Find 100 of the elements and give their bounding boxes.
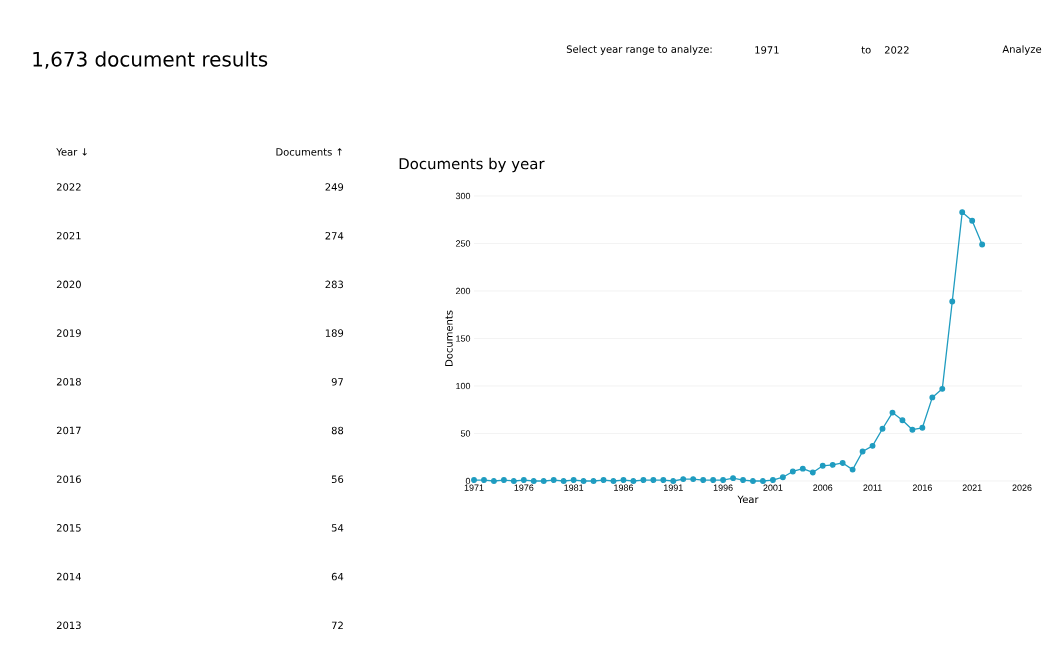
point bbox=[789, 468, 796, 475]
text: 274 bbox=[325, 231, 344, 240]
point bbox=[650, 477, 657, 483]
point bbox=[740, 477, 746, 483]
x-tick-label: 2016 bbox=[912, 484, 932, 491]
point bbox=[580, 478, 587, 484]
text: Year ↓ bbox=[56, 148, 87, 156]
x-tick-label: 1986 bbox=[614, 484, 634, 491]
point bbox=[471, 477, 477, 483]
point bbox=[660, 477, 667, 483]
text: 72 bbox=[331, 621, 343, 629]
x-tick-label: 2006 bbox=[813, 484, 833, 491]
point bbox=[919, 424, 926, 431]
text: 97 bbox=[331, 378, 343, 386]
x-tick-label: 2011 bbox=[863, 484, 882, 491]
y-axis-title: Documents bbox=[445, 310, 453, 366]
point bbox=[959, 209, 966, 216]
text: to bbox=[861, 46, 871, 54]
x-tick-label: 1971 bbox=[464, 484, 484, 491]
point bbox=[779, 474, 786, 481]
point bbox=[869, 442, 876, 449]
y-tick-label: 100 bbox=[456, 382, 471, 390]
text: 1971 bbox=[755, 46, 779, 54]
text: 88 bbox=[331, 426, 344, 435]
point bbox=[969, 217, 976, 224]
point bbox=[979, 241, 986, 248]
text: 2015 bbox=[56, 524, 81, 532]
text: 2016 bbox=[56, 475, 81, 483]
point bbox=[939, 385, 946, 392]
text: 2022 bbox=[884, 46, 909, 54]
point bbox=[899, 417, 906, 424]
text: 2018 bbox=[56, 378, 81, 386]
point bbox=[500, 477, 507, 483]
x-tick-label: 1981 bbox=[564, 484, 584, 491]
point bbox=[600, 477, 607, 483]
x-tick-label: 1991 bbox=[663, 484, 683, 491]
y-tick-label: 250 bbox=[455, 240, 471, 247]
point bbox=[750, 478, 756, 484]
point bbox=[550, 477, 557, 483]
x-tick-label: 1996 bbox=[713, 484, 733, 491]
text: 2014 bbox=[56, 572, 81, 581]
y-tick-label: 200 bbox=[455, 287, 471, 295]
point bbox=[710, 477, 717, 483]
point bbox=[809, 469, 816, 476]
point bbox=[839, 460, 846, 466]
y-tick-label: 150 bbox=[456, 335, 471, 342]
point bbox=[520, 477, 527, 483]
text: 2022 bbox=[56, 183, 81, 191]
text: 1,673 document results bbox=[33, 51, 268, 69]
point bbox=[670, 478, 677, 484]
x-tick-label: 2021 bbox=[962, 484, 982, 491]
point bbox=[889, 409, 896, 416]
point bbox=[799, 465, 806, 472]
point bbox=[929, 394, 936, 401]
y-tick-label: 50 bbox=[460, 430, 471, 437]
point bbox=[819, 462, 826, 469]
text: 283 bbox=[325, 280, 344, 289]
point bbox=[859, 448, 866, 455]
point bbox=[620, 477, 627, 483]
text: Analyze bbox=[1002, 45, 1042, 55]
point bbox=[590, 478, 597, 484]
text: 2017 bbox=[56, 426, 81, 435]
point bbox=[700, 477, 707, 483]
text: 249 bbox=[325, 183, 344, 191]
point bbox=[530, 478, 537, 484]
x-tick-label: 2026 bbox=[1012, 484, 1032, 491]
point bbox=[829, 461, 836, 468]
point bbox=[640, 477, 647, 483]
point bbox=[570, 477, 577, 483]
text: Documents ↑ bbox=[276, 148, 342, 156]
x-axis-title: Year bbox=[737, 495, 759, 504]
point bbox=[680, 476, 687, 483]
point bbox=[879, 425, 886, 432]
point bbox=[849, 466, 856, 473]
point bbox=[540, 478, 547, 484]
y-tick-label: 0 bbox=[465, 477, 471, 485]
point bbox=[720, 477, 727, 483]
text: 56 bbox=[331, 475, 344, 483]
point bbox=[730, 475, 736, 482]
point bbox=[610, 478, 617, 484]
point bbox=[760, 478, 766, 484]
text: Select year range to analyze: bbox=[566, 45, 712, 55]
point bbox=[481, 477, 487, 483]
text: 2013 bbox=[56, 621, 81, 630]
text: 189 bbox=[325, 329, 344, 337]
x-tick-label: 2001 bbox=[763, 484, 783, 491]
text: 54 bbox=[331, 524, 344, 532]
point bbox=[949, 298, 956, 305]
point bbox=[560, 478, 567, 484]
point bbox=[690, 476, 697, 483]
text: 2021 bbox=[56, 231, 81, 240]
text: 64 bbox=[331, 572, 344, 581]
text: 2020 bbox=[56, 280, 81, 289]
x-tick-label: 1976 bbox=[514, 484, 534, 491]
text: 2019 bbox=[56, 329, 81, 337]
point bbox=[909, 426, 916, 433]
point bbox=[490, 478, 497, 484]
point bbox=[630, 478, 637, 484]
chart-title: Documents by year bbox=[399, 157, 545, 173]
point bbox=[769, 477, 776, 483]
